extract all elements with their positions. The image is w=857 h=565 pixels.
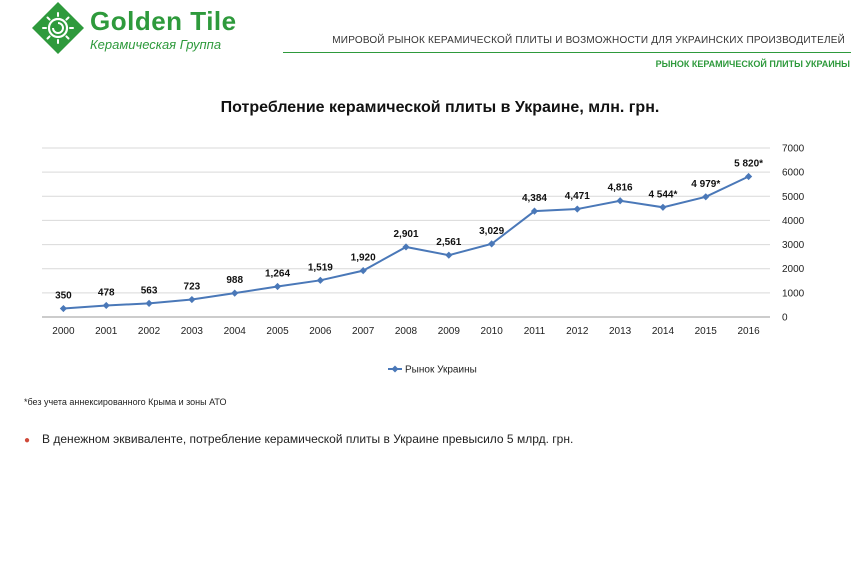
data-label: 563	[141, 285, 158, 296]
data-point	[616, 197, 624, 205]
data-point	[702, 193, 710, 201]
x-tick-label: 2013	[609, 326, 632, 337]
data-label: 1,264	[265, 268, 290, 279]
data-point	[530, 207, 539, 215]
x-tick-label: 2015	[695, 326, 718, 337]
data-point	[188, 295, 196, 304]
x-tick-label: 2001	[95, 326, 118, 337]
brand-name: Golden Tile	[90, 6, 237, 36]
data-label: 988	[226, 275, 243, 286]
legend-marker	[391, 365, 399, 373]
x-tick-label: 2011	[524, 326, 546, 337]
chart-title: Потребление керамической плиты в Украине…	[220, 99, 660, 116]
bullet-icon: ●	[24, 435, 31, 446]
section-title: РЫНОК КЕРАМИЧЕСКОЙ ПЛИТЫ УКРАИНЫ	[655, 59, 850, 69]
x-tick-label: 2000	[52, 326, 75, 337]
y-tick-label: 5000	[782, 192, 805, 203]
data-label: 350	[55, 291, 72, 302]
x-tick-label: 2006	[309, 326, 332, 337]
data-point	[573, 205, 581, 213]
x-tick-label: 2005	[266, 326, 289, 337]
brand-subtitle: Керамическая Группа	[90, 37, 222, 52]
data-label: 5 820*	[734, 158, 763, 169]
x-tick-label: 2007	[352, 326, 375, 337]
data-label: 723	[184, 282, 201, 293]
data-point	[402, 243, 410, 251]
bullet-text: В денежном эквиваленте, потребление кера…	[42, 432, 574, 446]
data-point	[445, 251, 453, 259]
x-tick-label: 2008	[395, 326, 418, 337]
data-label: 2,561	[436, 237, 461, 248]
data-label: 4,471	[565, 191, 590, 202]
x-tick-label: 2009	[438, 326, 461, 337]
data-label: 1,519	[308, 262, 333, 273]
y-tick-label: 2000	[782, 264, 805, 275]
legend-label: Рынок Украины	[405, 365, 477, 376]
data-label: 478	[98, 287, 115, 298]
footnote: *без учета аннексированного Крыма и зоны…	[24, 397, 227, 407]
line-chart: 0 1000 2000 3000 4000 5000 6000 7000 2000 2001 200…	[42, 144, 805, 376]
data-point	[316, 276, 324, 284]
bullet-item: ● В денежном эквиваленте, потребление кер…	[24, 432, 573, 446]
y-tick-label: 0	[782, 313, 788, 324]
x-tick-label: 2014	[652, 326, 675, 337]
x-tick-label: 2016	[737, 326, 760, 337]
logo-emblem-icon	[32, 2, 84, 54]
y-tick-label: 3000	[782, 240, 805, 251]
data-label: 1,920	[351, 253, 376, 264]
x-tick-label: 2003	[181, 326, 204, 337]
data-point	[231, 289, 239, 297]
brand-logo: Golden Tile Керамическая Группа	[30, 0, 236, 56]
y-tick-label: 6000	[782, 168, 805, 179]
y-tick-label: 7000	[782, 144, 805, 155]
header-divider	[283, 52, 851, 53]
x-tick-label: 2010	[481, 326, 504, 337]
data-point	[359, 267, 367, 275]
data-point	[744, 172, 753, 181]
data-point	[488, 240, 496, 248]
data-label: 2,901	[393, 229, 418, 240]
data-point	[145, 299, 153, 308]
data-label: 4 544*	[648, 189, 677, 200]
x-tick-label: 2004	[224, 326, 247, 337]
y-tick-label: 1000	[782, 288, 805, 299]
data-point	[273, 282, 282, 291]
data-label: 4,384	[522, 193, 547, 204]
data-label: 3,029	[479, 226, 504, 237]
x-tick-label: 2012	[566, 326, 589, 337]
y-tick-label: 4000	[782, 216, 805, 227]
data-label: 4 979*	[691, 179, 720, 190]
data-point	[659, 203, 667, 211]
data-label: 4,816	[608, 183, 633, 194]
presentation-title: МИРОВОЙ РЫНОК КЕРАМИЧЕСКОЙ ПЛИТЫ И ВОЗМО…	[332, 35, 845, 46]
x-tick-label: 2002	[138, 326, 161, 337]
data-point	[102, 301, 110, 310]
data-point	[59, 304, 68, 313]
